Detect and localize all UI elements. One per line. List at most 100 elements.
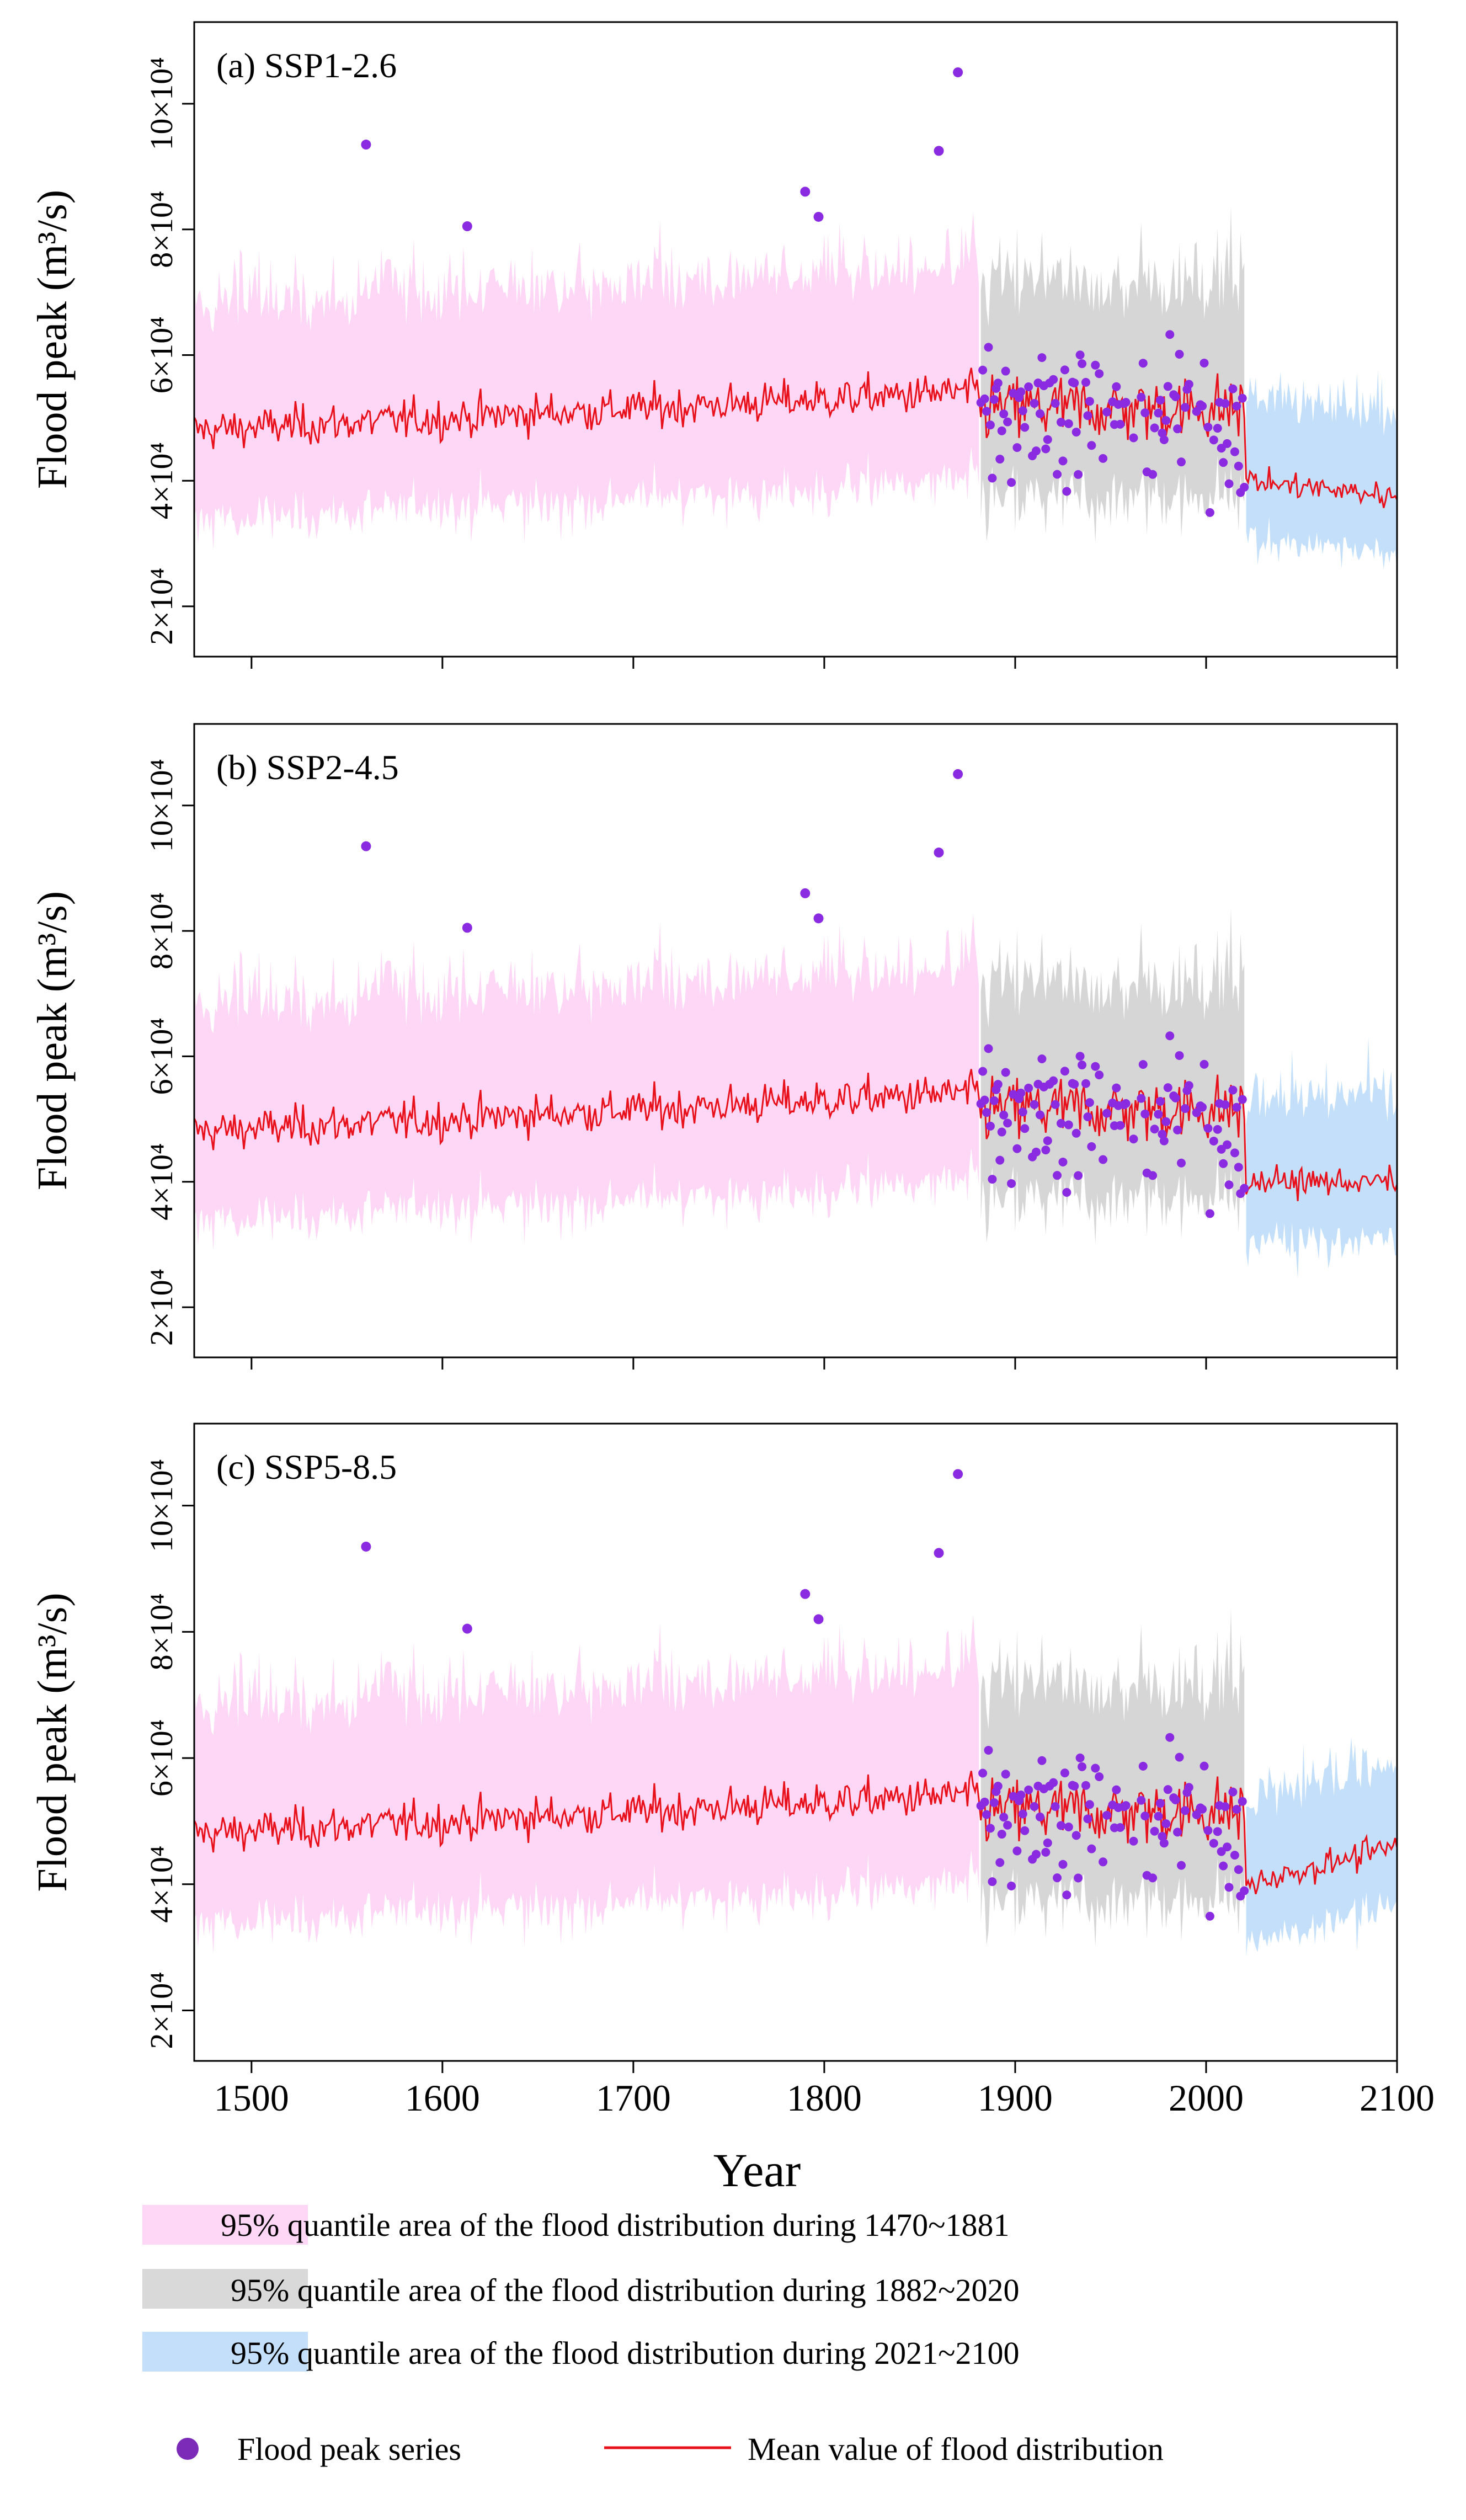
legend-marker-flood-peak [177,2438,199,2460]
observed-peak-point [1018,1107,1027,1117]
observed-peak-point [1148,1873,1158,1883]
plot-frame [193,1423,1398,2062]
observed-peak-point [1060,1067,1069,1076]
band-2021-2100 [1246,370,1397,572]
observed-peak-point [1058,1860,1068,1869]
observed-peak-point [1016,1790,1026,1799]
observed-peak-point [1220,399,1230,408]
x-tick-label: 1700 [596,2077,671,2119]
observed-peak-point [1205,1911,1214,1921]
y-tick-label: 8×10⁴ [143,892,179,969]
observed-peak-point [985,1824,995,1833]
observed-peak-point [1116,1823,1125,1832]
observed-peak-point [1018,406,1027,415]
band-1470-1881 [194,1615,979,1954]
observed-peak-point [1175,1752,1184,1762]
observed-peak-point [1062,1188,1071,1197]
observed-peak-point [1095,1772,1104,1781]
observed-peak-point [1024,1785,1033,1794]
observed-peak-point [1228,1085,1238,1095]
observed-peak-point [1137,1796,1146,1805]
historical-flood-peak-1860 [934,1548,944,1558]
legend-label-1882-2020: 95% quantile area of the flood distribut… [231,2272,1020,2308]
observed-peak-point [1016,387,1026,397]
observed-peak-point [1032,1147,1041,1157]
observed-peak-point [1001,366,1010,376]
observed-peak-point [995,1858,1005,1867]
observed-peak-point [1121,1099,1131,1108]
observed-peak-point [1234,1163,1243,1172]
y-tick-label: 10×10⁴ [143,759,179,852]
observed-peak-point [995,455,1005,464]
observed-peak-point [1053,470,1062,479]
observed-peak-point [1203,1826,1213,1835]
observed-peak-point [1012,1846,1022,1856]
observed-peak-point [1003,1820,1012,1830]
historical-flood-peak-1560 [361,140,371,150]
observed-peak-point [1024,1083,1033,1093]
observed-peak-point [1075,1753,1085,1762]
observed-peak-point [1140,1109,1150,1118]
observed-peak-point [1071,428,1081,437]
observed-peak-point [1024,382,1033,391]
panel-title: (a) SSP1-2.6 [216,46,397,85]
observed-peak-point [1138,1060,1148,1069]
observed-peak-point [1192,1810,1201,1819]
observed-peak-point [1232,1805,1241,1814]
observed-peak-point [1205,508,1214,517]
observed-peak-point [1081,1781,1090,1790]
observed-peak-point [1051,1100,1060,1109]
x-tick-label: 2000 [1169,2077,1244,2119]
observed-peak-point [1209,1839,1218,1848]
historical-flood-peak-1613 [462,221,472,232]
observed-peak-point [1049,375,1058,384]
observed-peak-point [984,343,993,352]
y-tick-label: 4×10⁴ [143,1846,179,1923]
observed-peak-point [1043,1838,1052,1847]
panel-0: 2×10⁴ 4×10⁴ 6×10⁴ 8×10⁴ 10×10⁴ Flood peak (m³… [29,21,1398,669]
observed-peak-point [978,1768,988,1778]
legend-label-1470-1881: 95% quantile area of the flood distribut… [221,2207,1010,2243]
x-axis-label: Year [713,2144,801,2197]
observed-peak-point [1071,1128,1081,1138]
observed-peak-point [1137,392,1146,402]
observed-peak-point [1030,1100,1039,1109]
observed-peak-point [1223,1842,1232,1852]
observed-peak-point [1020,1124,1030,1133]
observed-peak-point [1012,443,1022,452]
observed-peak-point [1083,1814,1092,1824]
observed-peak-point [1070,1781,1079,1791]
observed-peak-point [1148,470,1158,479]
observed-peak-point [1062,1890,1071,1900]
observed-peak-point [1154,1812,1163,1821]
observed-peak-point [1075,1052,1085,1061]
x-tick-label: 1800 [787,2077,862,2119]
observed-peak-point [1112,1785,1121,1794]
observed-peak-point [1154,408,1163,418]
band-1882-2020 [980,1608,1245,1947]
plot-frame [193,723,1398,1358]
legend-swatch-1470-1881 [142,2205,308,2245]
band-1470-1881 [194,212,979,550]
y-tick-label: 8×10⁴ [143,191,179,268]
historical-flood-peak-1860 [934,146,944,156]
observed-peak-point [1116,419,1125,429]
observed-peak-point [1171,392,1180,402]
x-tick-label: 2100 [1360,2077,1435,2119]
band-1882-2020 [980,908,1245,1244]
observed-peak-point [1043,435,1052,444]
observed-peak-point [1081,377,1090,387]
observed-peak-point [982,1108,991,1117]
observed-peak-point [1180,403,1190,412]
observed-peak-point [1163,1785,1172,1794]
observed-peak-point [1176,457,1186,467]
observed-peak-point [1020,423,1030,432]
observed-peak-point [1163,382,1172,391]
observed-peak-point [1158,428,1167,438]
panel-title: (b) SSP2-4.5 [216,748,399,787]
historical-flood-peak-1613 [462,923,472,933]
observed-peak-point [1161,1819,1171,1829]
observed-peak-point [1056,1821,1065,1830]
observed-peak-point [1192,1108,1201,1117]
observed-peak-point [1150,1826,1159,1836]
